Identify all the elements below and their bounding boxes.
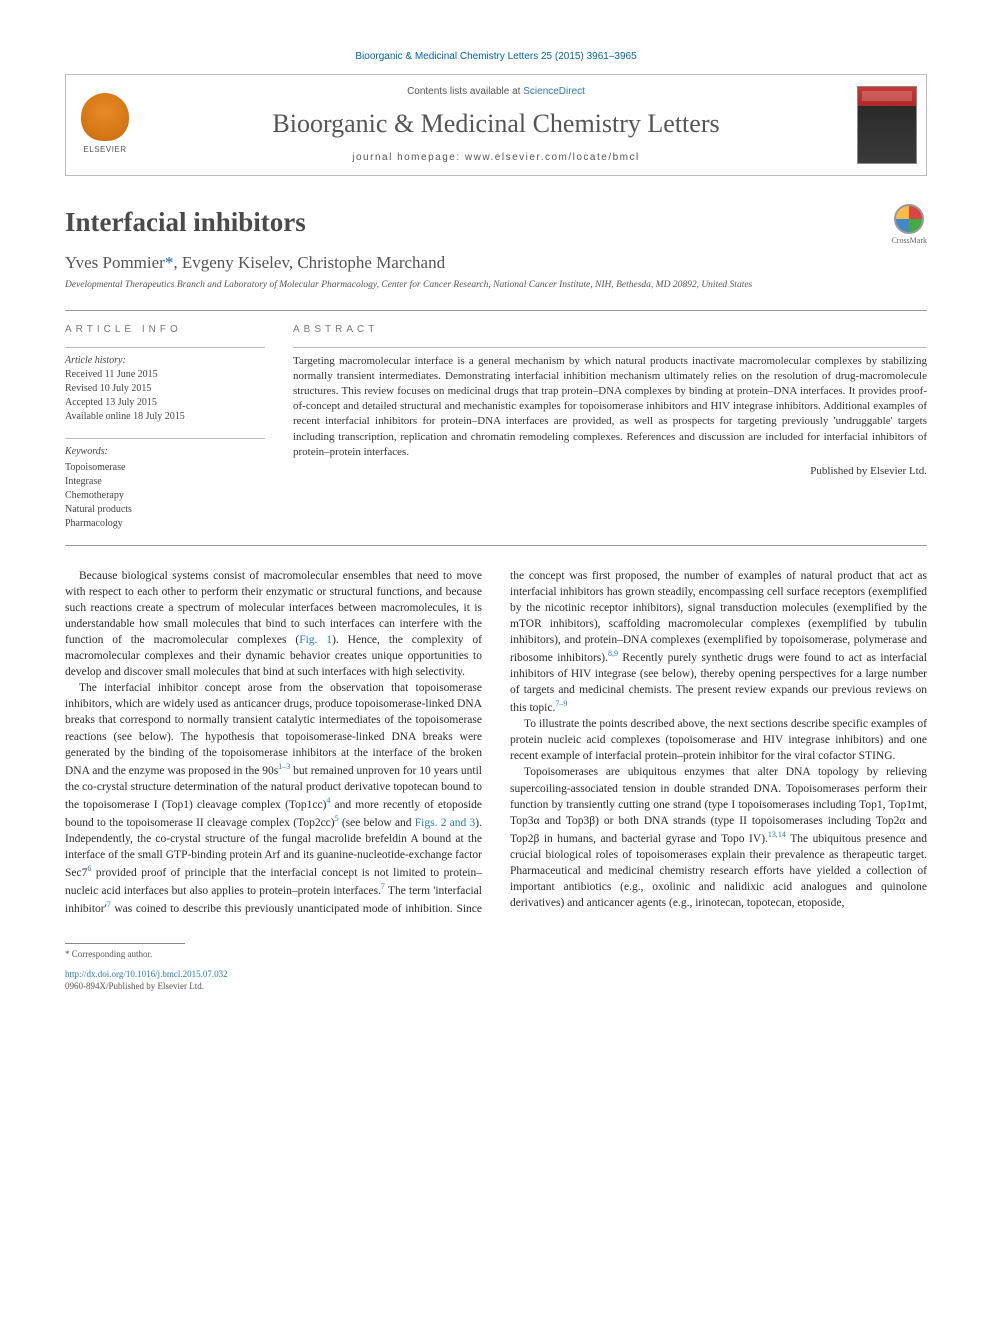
- authors-rest: , Evgeny Kiselev, Christophe Marchand: [173, 253, 445, 272]
- homepage-url[interactable]: www.elsevier.com/locate/bmcl: [465, 152, 640, 163]
- history-received: Received 11 June 2015: [65, 368, 265, 382]
- masthead-center: Contents lists available at ScienceDirec…: [144, 75, 848, 175]
- rule-bottom: [65, 545, 927, 546]
- footer-rule: [65, 943, 185, 944]
- publisher-label: ELSEVIER: [83, 145, 126, 156]
- masthead: ELSEVIER Contents lists available at Sci…: [65, 74, 927, 176]
- keywords-block: Keywords: Topoisomerase Integrase Chemot…: [65, 438, 265, 531]
- fig1-link[interactable]: Fig. 1: [299, 634, 332, 646]
- crossmark-label: CrossMark: [891, 236, 927, 247]
- journal-cover-icon: [857, 86, 917, 164]
- ref-link[interactable]: 1–3: [278, 762, 290, 771]
- history-accepted: Accepted 13 July 2015: [65, 396, 265, 410]
- homepage-prefix: journal homepage:: [352, 152, 465, 163]
- keyword: Natural products: [65, 503, 265, 517]
- footer: * Corresponding author. http://dx.doi.or…: [65, 943, 927, 992]
- homepage-line: journal homepage: www.elsevier.com/locat…: [152, 151, 840, 165]
- paragraph-3: To illustrate the points described above…: [510, 716, 927, 764]
- ref-link[interactable]: 13,14: [768, 830, 786, 839]
- paragraph-4: Topoisomerases are ubiquitous enzymes th…: [510, 764, 927, 911]
- sciencedirect-link[interactable]: ScienceDirect: [523, 86, 585, 97]
- article-info-col: ARTICLE INFO Article history: Received 1…: [65, 323, 265, 531]
- elsevier-tree-icon: [81, 93, 129, 141]
- publisher-note: Published by Elsevier Ltd.: [293, 464, 927, 479]
- info-abstract-row: ARTICLE INFO Article history: Received 1…: [65, 323, 927, 531]
- abstract-label: ABSTRACT: [293, 323, 927, 337]
- figs-link[interactable]: Figs. 2 and 3: [415, 817, 476, 829]
- keyword: Pharmacology: [65, 517, 265, 531]
- history-revised: Revised 10 July 2015: [65, 382, 265, 396]
- authors: Yves Pommier*, Evgeny Kiselev, Christoph…: [65, 252, 927, 275]
- cover-thumb-wrap: [848, 75, 926, 175]
- issn-line: 0960-894X/Published by Elsevier Ltd.: [65, 980, 927, 992]
- body-text: Because biological systems consist of ma…: [65, 568, 927, 917]
- keyword: Topoisomerase: [65, 461, 265, 475]
- paragraph-1: Because biological systems consist of ma…: [65, 568, 482, 681]
- keyword: Chemotherapy: [65, 489, 265, 503]
- article-info-label: ARTICLE INFO: [65, 323, 265, 337]
- crossmark-widget[interactable]: CrossMark: [891, 204, 927, 247]
- keywords-label: Keywords:: [65, 445, 265, 459]
- page: Bioorganic & Medicinal Chemistry Letters…: [0, 0, 992, 1032]
- ref-link[interactable]: 7–9: [555, 699, 567, 708]
- corresponding-author-note: * Corresponding author.: [65, 948, 927, 960]
- contents-line: Contents lists available at ScienceDirec…: [152, 85, 840, 99]
- abstract-text: Targeting macromolecular interface is a …: [293, 347, 927, 460]
- abstract-col: ABSTRACT Targeting macromolecular interf…: [293, 323, 927, 531]
- affiliation: Developmental Therapeutics Branch and La…: [65, 279, 927, 292]
- journal-title: Bioorganic & Medicinal Chemistry Letters: [152, 106, 840, 141]
- rule-top: [65, 310, 927, 311]
- doi-link[interactable]: http://dx.doi.org/10.1016/j.bmcl.2015.07…: [65, 969, 228, 979]
- article-title: Interfacial inhibitors: [65, 204, 306, 240]
- crossmark-icon: [894, 204, 924, 234]
- article-history: Article history: Received 11 June 2015 R…: [65, 347, 265, 424]
- contents-prefix: Contents lists available at: [407, 86, 523, 97]
- author-1: Yves Pommier: [65, 253, 165, 272]
- publisher-logo-block: ELSEVIER: [66, 75, 144, 175]
- top-citation: Bioorganic & Medicinal Chemistry Letters…: [65, 50, 927, 64]
- ref-link[interactable]: 8,9: [608, 649, 618, 658]
- history-online: Available online 18 July 2015: [65, 410, 265, 424]
- history-label: Article history:: [65, 354, 265, 368]
- keywords-list: Topoisomerase Integrase Chemotherapy Nat…: [65, 461, 265, 531]
- keyword: Integrase: [65, 475, 265, 489]
